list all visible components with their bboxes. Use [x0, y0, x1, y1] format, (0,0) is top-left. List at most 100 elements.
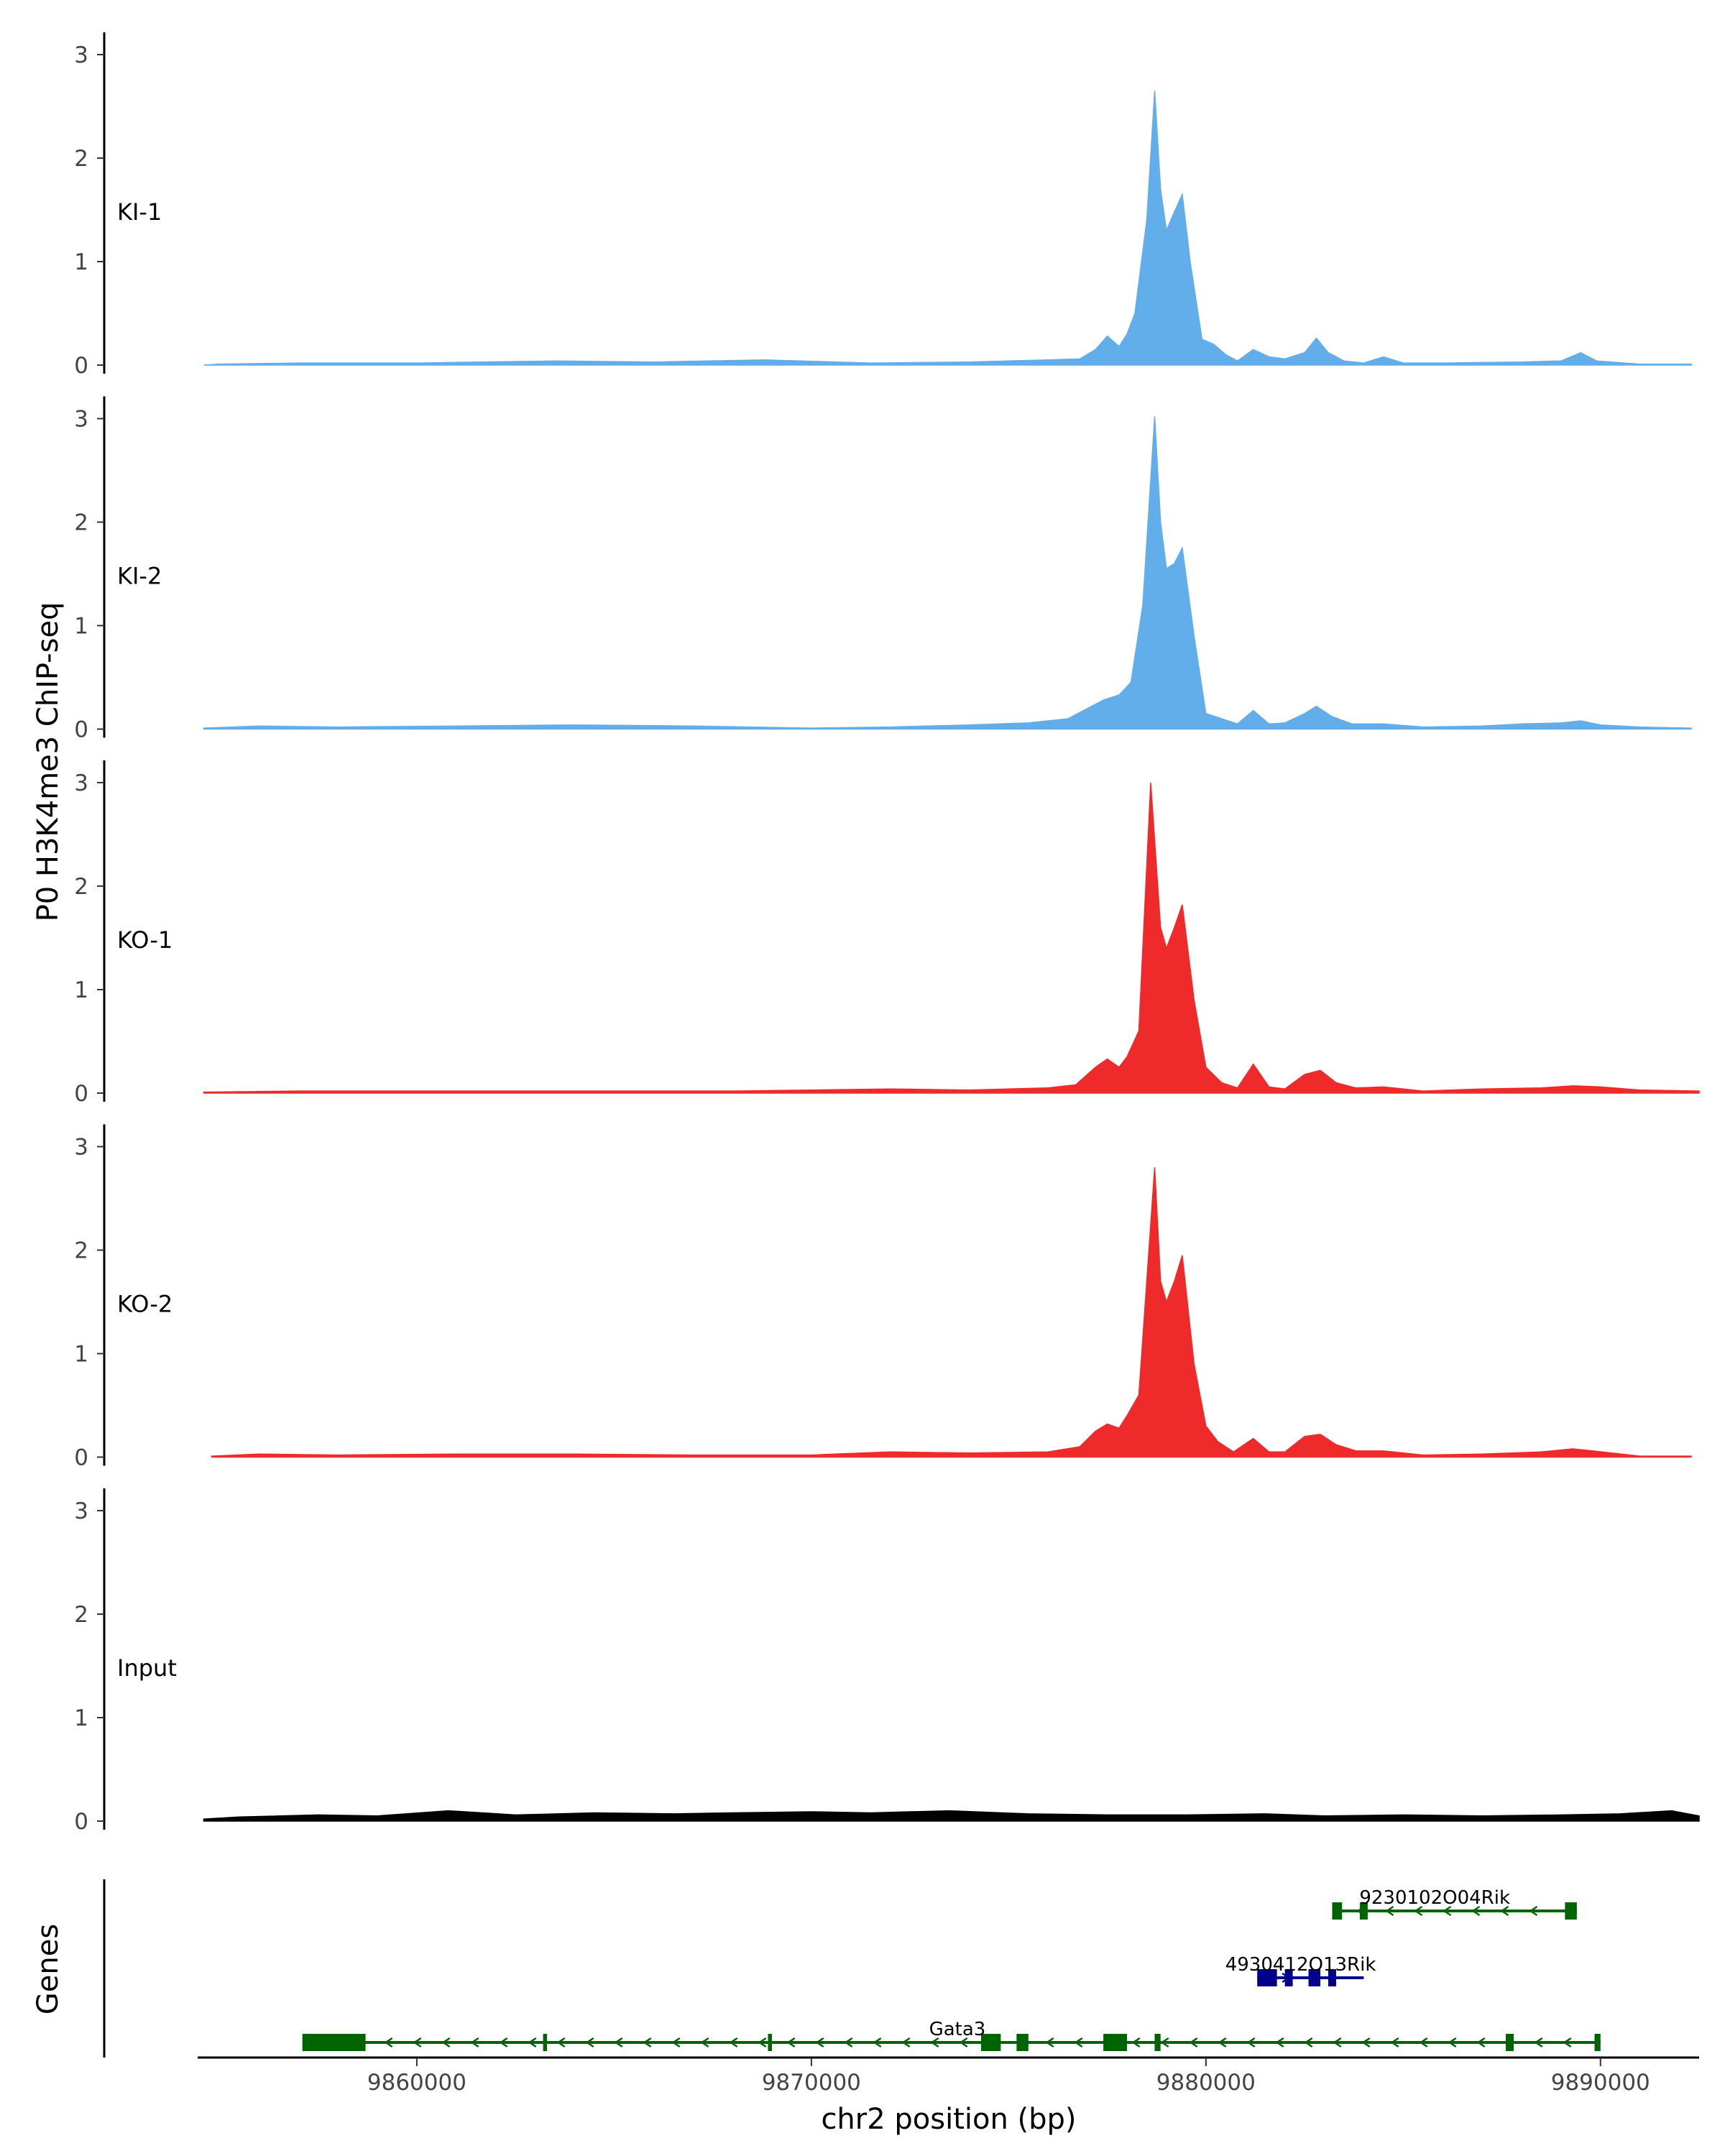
strand-arrow	[1275, 2037, 1284, 2048]
x-tick-label: 9870000	[762, 2070, 861, 2096]
track-ki-1: 0 1 2 3 KI-1	[74, 32, 1692, 379]
track-label: KI-1	[117, 198, 162, 226]
strand-arrow	[1074, 2037, 1083, 2048]
gene-exon	[302, 2034, 366, 2051]
gene-annotation-panel: 9230102O04Rik 4930412O13Rik Gata3	[103, 1879, 1601, 2058]
strand-arrow	[556, 2037, 566, 2048]
y-tick-label: 1	[74, 977, 88, 1003]
strand-arrow	[844, 2037, 853, 2048]
gene-9230102o04rik: 9230102O04Rik	[1332, 1887, 1577, 1920]
gene-label: 9230102O04Rik	[1359, 1887, 1510, 1909]
gene-exon	[1103, 2034, 1128, 2051]
strand-arrow	[758, 2037, 767, 2048]
gene-exon	[1308, 1969, 1321, 1986]
x-tick-label: 9890000	[1551, 2070, 1650, 2096]
gene-gata3: Gata3	[302, 2019, 1601, 2051]
signal-area-ko-1	[203, 782, 1700, 1094]
y-tick-label: 0	[74, 1445, 88, 1471]
y-axis-title: P0 H3K4me3 ChIP-seq	[32, 602, 65, 922]
strand-arrow	[441, 2037, 451, 2048]
gene-exon	[543, 2034, 548, 2051]
signal-area-ki-2	[203, 416, 1692, 730]
y-tick-label: 3	[74, 407, 88, 433]
strand-arrow	[1563, 2037, 1572, 2048]
strand-arrow	[643, 2037, 652, 2048]
strand-arrow	[499, 2037, 508, 2048]
signal-tracks: 0 1 2 3 KI-1 0 1 2 3 KI-2 0 1 2 3 KO-1 0 1 2 3 KO-2 0 1 2 3 Inpu…	[74, 32, 1700, 1835]
signal-area-ki-1	[203, 91, 1692, 366]
gene-exon	[1506, 2034, 1514, 2051]
strand-arrow	[1390, 2037, 1399, 2048]
x-tick-label: 9880000	[1156, 2070, 1256, 2096]
y-tick-label: 1	[74, 1342, 88, 1368]
strand-arrow	[1476, 2037, 1486, 2048]
strand-arrow	[1160, 2037, 1169, 2048]
strand-arrow	[700, 2037, 709, 2048]
strand-arrow	[413, 2037, 422, 2048]
strand-arrow	[1218, 2037, 1227, 2048]
strand-arrow	[873, 2037, 882, 2048]
gene-exon	[980, 2034, 1001, 2051]
y-tick-label: 3	[74, 1498, 88, 1524]
y-tick-label: 2	[74, 874, 88, 900]
y-tick-label: 2	[74, 146, 88, 172]
strand-arrow	[901, 2037, 911, 2048]
x-axis: 9860000 9870000 9880000 9890000	[198, 2056, 1699, 2096]
strand-arrow	[1045, 2037, 1054, 2048]
gene-4930412o13rik: 4930412O13Rik	[1225, 1954, 1376, 1986]
y-tick-label: 3	[74, 770, 88, 796]
strand-arrow	[1385, 1905, 1394, 1917]
track-ki-2: 0 1 2 3 KI-2	[74, 396, 1692, 743]
strand-arrow	[1131, 2037, 1141, 2048]
track-label: KO-2	[117, 1291, 172, 1318]
strand-arrow	[959, 2037, 968, 2048]
strand-arrow	[1529, 1905, 1538, 1917]
gene-exon	[1328, 1969, 1336, 1986]
strand-arrow	[671, 2037, 681, 2048]
y-tick-label: 1	[74, 249, 88, 275]
strand-arrow	[1419, 2037, 1428, 2048]
gene-exon	[1284, 1969, 1293, 1986]
y-tick-label: 1	[74, 614, 88, 640]
x-axis-title: chr2 position (bp)	[821, 2103, 1076, 2136]
strand-arrow	[1304, 2037, 1313, 2048]
strand-arrow	[1414, 1905, 1423, 1917]
strand-arrow	[528, 2037, 537, 2048]
y-tick-label: 1	[74, 1705, 88, 1731]
track-label: Input	[117, 1654, 177, 1682]
track-label: KI-2	[117, 563, 162, 590]
track-ko-1: 0 1 2 3 KO-1	[74, 760, 1700, 1107]
gene-exon	[1154, 2034, 1161, 2051]
strand-arrow	[1471, 1905, 1481, 1917]
y-tick-label: 3	[74, 1135, 88, 1161]
strand-arrow	[614, 2037, 623, 2048]
strand-arrow	[1361, 2037, 1371, 2048]
strand-arrow	[815, 2037, 824, 2048]
y-tick-label: 0	[74, 353, 88, 379]
strand-arrow	[1333, 2037, 1342, 2048]
gene-exon	[1332, 1902, 1343, 1920]
strand-arrow	[1246, 2037, 1256, 2048]
strand-arrow	[1448, 2037, 1457, 2048]
gene-exon	[1565, 1902, 1577, 1920]
track-ko-2: 0 1 2 3 KO-2	[74, 1124, 1692, 1471]
gene-exon	[1257, 1969, 1277, 1986]
signal-area-input	[203, 1810, 1700, 1822]
gene-exon	[1359, 1902, 1368, 1920]
y-tick-label: 2	[74, 510, 88, 536]
strand-arrow	[786, 2037, 796, 2048]
signal-area-ko-2	[211, 1167, 1692, 1458]
track-label: KO-1	[117, 926, 172, 954]
gene-label: 4930412O13Rik	[1225, 1954, 1376, 1976]
track-input: 0 1 2 3 Input	[74, 1488, 1700, 1835]
gene-label: Gata3	[929, 2019, 986, 2040]
strand-arrow	[585, 2037, 594, 2048]
y-tick-label: 0	[74, 1081, 88, 1107]
strand-arrow	[1500, 1905, 1509, 1917]
strand-arrow	[1443, 1905, 1452, 1917]
gene-exon	[768, 2034, 772, 2051]
y-tick-label: 2	[74, 1238, 88, 1264]
y-tick-label: 0	[74, 717, 88, 743]
y-tick-label: 3	[74, 42, 88, 68]
